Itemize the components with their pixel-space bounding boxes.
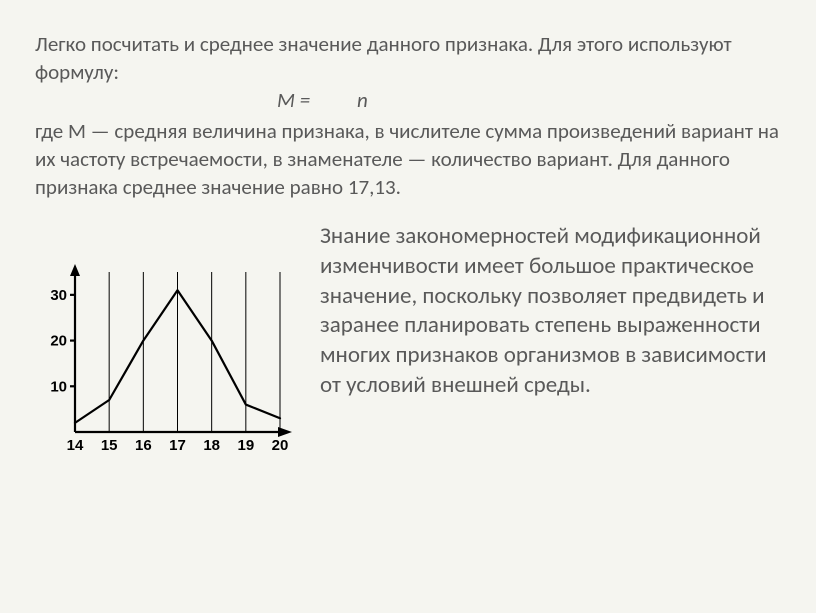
svg-text:30: 30 <box>50 287 67 304</box>
svg-text:20: 20 <box>272 437 289 454</box>
svg-text:19: 19 <box>237 437 254 454</box>
para1-line1: Легко посчитать и среднее значение данно… <box>35 31 732 85</box>
svg-text:14: 14 <box>67 437 84 454</box>
conclusion-text: Знание закономерностей модификационной и… <box>320 222 781 467</box>
svg-text:18: 18 <box>203 437 220 454</box>
svg-text:10: 10 <box>50 378 67 395</box>
svg-text:16: 16 <box>135 437 152 454</box>
distribution-chart: 10 20 30 14 15 16 17 18 19 20 <box>35 262 295 462</box>
svg-text:17: 17 <box>169 437 186 454</box>
formula-block: M = n <box>35 87 781 145</box>
svg-text:15: 15 <box>101 437 118 454</box>
svg-text:20: 20 <box>50 332 67 349</box>
formula-denominator: n <box>357 87 368 113</box>
formula-m-equals: M = <box>277 87 310 113</box>
chart-container: 10 20 30 14 15 16 17 18 19 20 <box>35 222 295 467</box>
intro-text: Легко посчитать и среднее значение данно… <box>35 30 781 87</box>
